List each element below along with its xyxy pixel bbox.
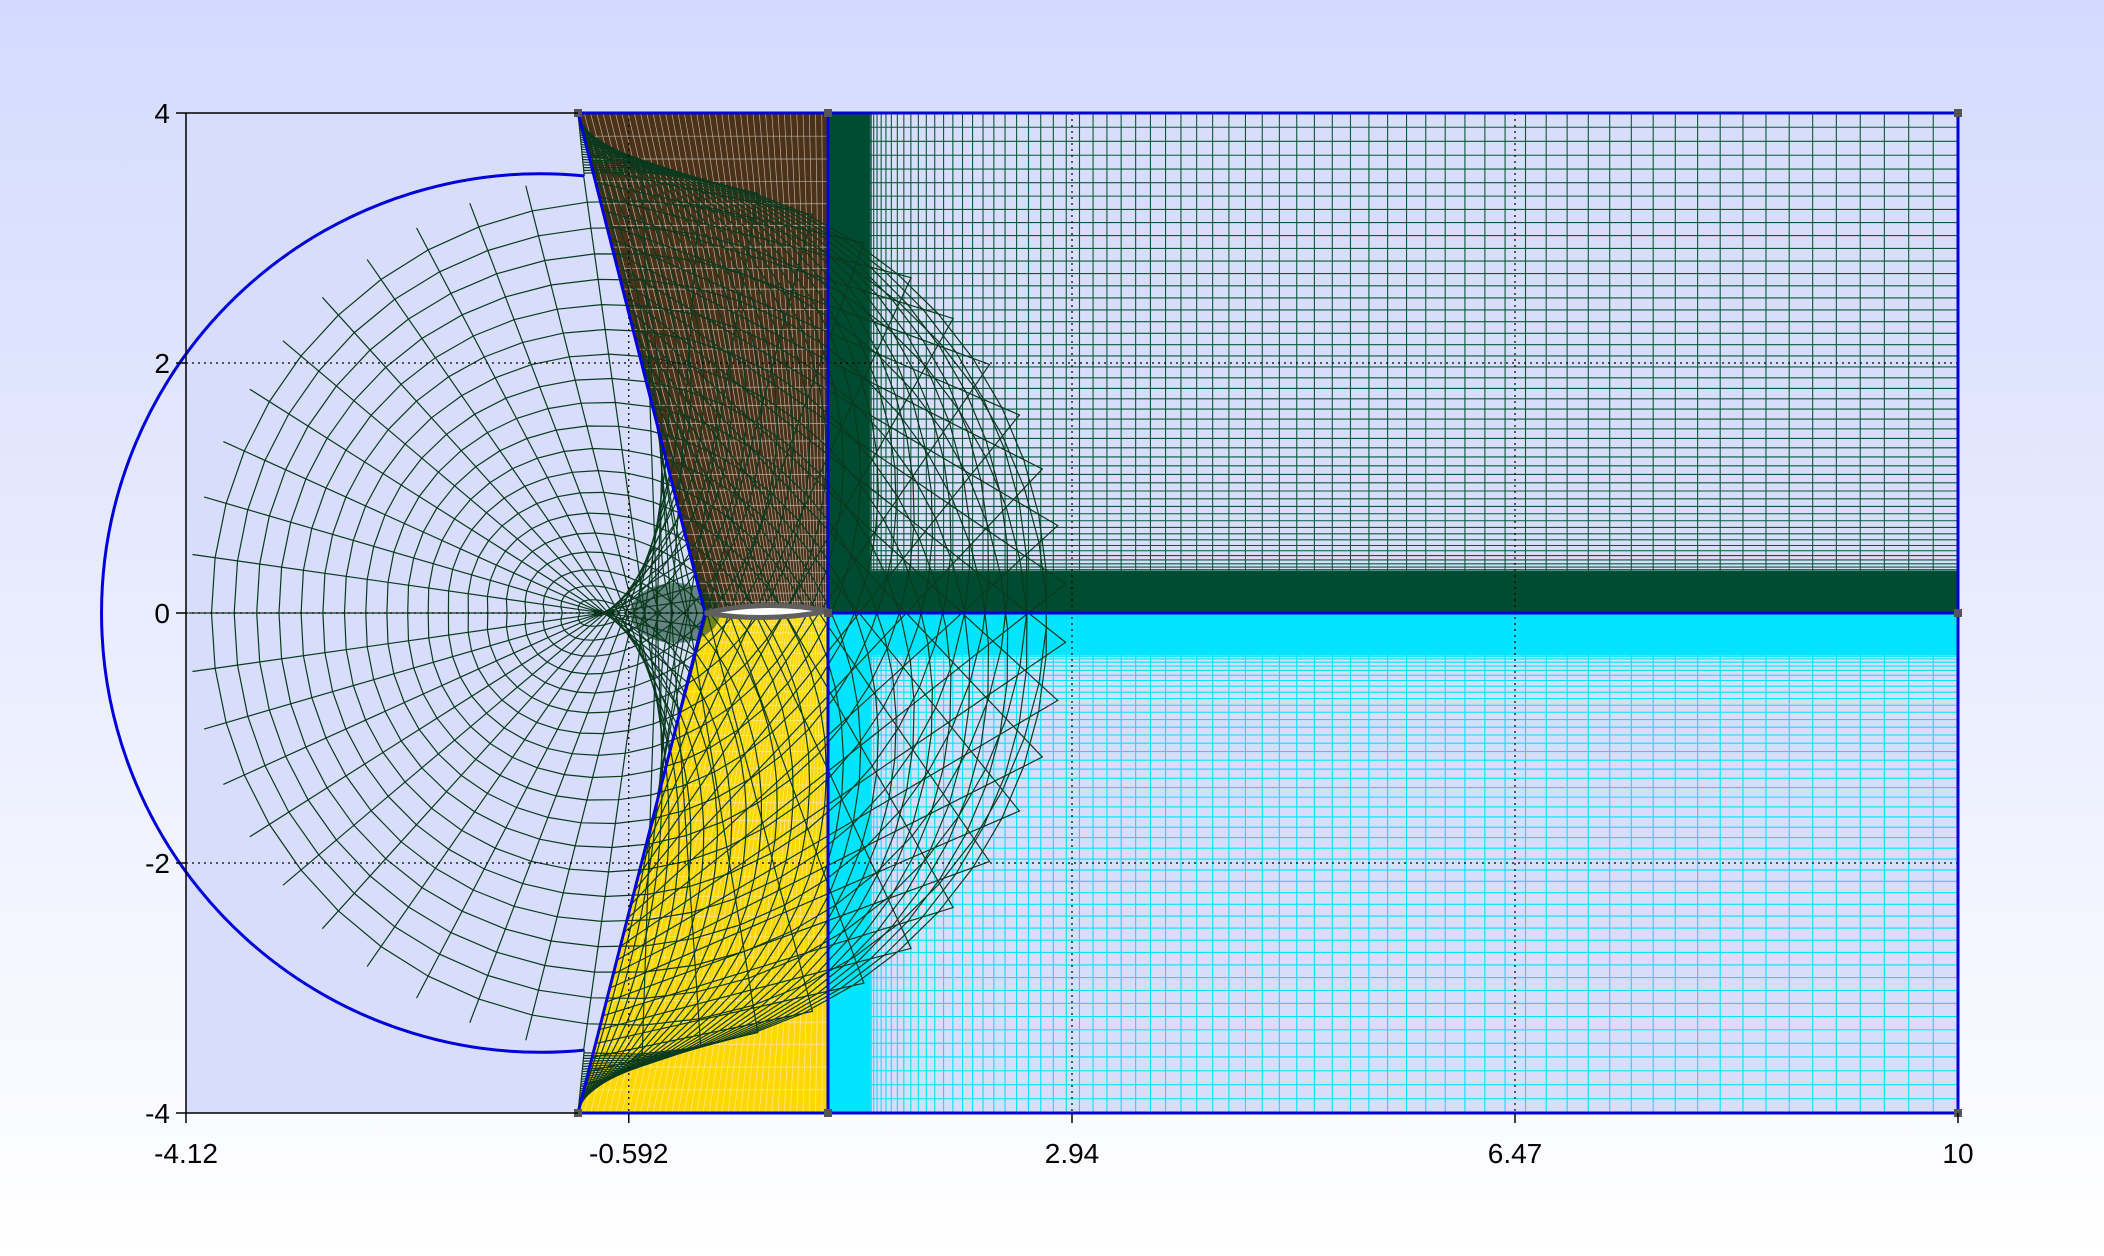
lower-wake-dense-row	[828, 613, 1958, 655]
x-tick-label: 10	[1942, 1138, 1973, 1169]
x-axis: -4.12 -0.592 2.94 6.47 10	[154, 1112, 1974, 1169]
c-boundary-arc	[100, 172, 585, 1054]
x-tick-label: 6.47	[1488, 1138, 1543, 1169]
mesh-layer	[188, 112, 1959, 1114]
upper-wake-dense-row	[828, 571, 1958, 613]
c-region-dense-core	[630, 583, 720, 643]
y-tick-label: 2	[154, 348, 170, 379]
y-axis: 4 2 0 -2 -4	[145, 98, 578, 1129]
block-vertex-marker	[1954, 609, 1962, 617]
upper-wake-grid	[869, 112, 1959, 572]
block-vertex-marker	[824, 109, 832, 117]
x-tick-label: -0.592	[589, 1138, 668, 1169]
x-tick-label: -4.12	[154, 1138, 218, 1169]
lower-wake-grid	[869, 654, 1959, 1114]
block-vertex-marker	[1954, 109, 1962, 117]
axes: -4.12 -0.592 2.94 6.47 10 4 2 0 -2 -4	[145, 98, 1973, 1169]
block-vertex-marker	[824, 609, 832, 617]
block-vertex-marker	[824, 1109, 832, 1117]
airfoil	[704, 603, 829, 621]
y-tick-label: 0	[154, 598, 170, 629]
x-tick-label: 2.94	[1045, 1138, 1100, 1169]
y-tick-label: 4	[154, 98, 170, 129]
y-tick-label: -2	[145, 848, 170, 879]
y-tick-label: -4	[145, 1098, 170, 1129]
block-boundaries	[100, 109, 1962, 1117]
